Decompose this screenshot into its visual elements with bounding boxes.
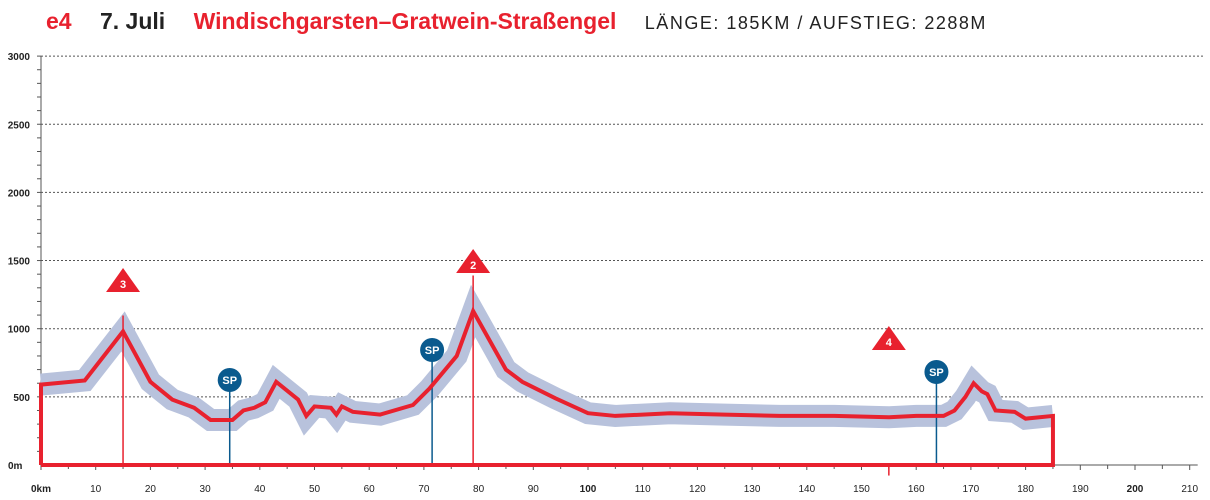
x-tick-label: 120: [689, 484, 706, 495]
climb-category-triangle: [456, 249, 491, 273]
y-tick-label: 3000: [8, 52, 31, 63]
climb-category-label: 2: [470, 260, 476, 272]
sprint-label: SP: [425, 345, 440, 357]
x-tick-label: 130: [744, 484, 761, 495]
climb-category-label: 3: [120, 279, 126, 291]
sprint-label: SP: [929, 367, 944, 379]
x-tick-label: 90: [528, 484, 540, 495]
x-tick-label: 100: [580, 484, 597, 495]
stage-date: 7. Juli: [99, 8, 166, 34]
x-tick-label: 20: [145, 484, 157, 495]
y-tick-label: 1500: [8, 257, 31, 268]
y-tick-label: 1000: [8, 325, 31, 336]
x-tick-label: 140: [798, 484, 815, 495]
x-tick-label: 10: [90, 484, 102, 495]
x-tick-label: 70: [418, 484, 430, 495]
x-tick-label: 30: [200, 484, 212, 495]
x-tick-label: 190: [1072, 484, 1089, 495]
x-tick-label: 40: [254, 484, 266, 495]
x-tick-label: 60: [364, 484, 376, 495]
stage-route: Windischgarsten–Gratwein-Straßengel: [193, 8, 617, 34]
x-tick-label: 0km: [31, 484, 51, 495]
x-tick-label: 80: [473, 484, 485, 495]
profile-band: [39, 284, 1055, 436]
x-tick-label: 210: [1181, 484, 1198, 495]
climb-category-triangle: [871, 326, 906, 350]
climb-category-label: 4: [886, 337, 893, 349]
stage-stats: LÄNGE: 185KM / AUFSTIEG: 2288M: [644, 13, 987, 33]
x-tick-label: 200: [1127, 484, 1144, 495]
stage-number: e4: [46, 8, 72, 34]
sprint-label: SP: [222, 375, 237, 387]
climb-category-triangle: [106, 268, 141, 292]
y-tick-label: 500: [13, 393, 30, 404]
y-tick-label: 2500: [8, 120, 31, 131]
x-tick-label: 110: [635, 484, 651, 495]
stage-header: e4 7. Juli Windischgarsten–Gratwein-Stra…: [46, 8, 1009, 35]
sprint-icon: [420, 338, 445, 362]
x-tick-label: 150: [853, 484, 870, 495]
x-tick-label: 170: [963, 484, 980, 495]
profile-line: [39, 306, 1055, 467]
x-tick-label: 50: [309, 484, 321, 495]
x-tick-label: 160: [908, 484, 925, 495]
x-tick-label: 180: [1017, 484, 1034, 495]
sprint-icon: [217, 368, 242, 392]
sprint-icon: [924, 360, 949, 384]
y-tick-label: 0m: [8, 461, 23, 472]
y-tick-label: 2000: [8, 188, 31, 199]
